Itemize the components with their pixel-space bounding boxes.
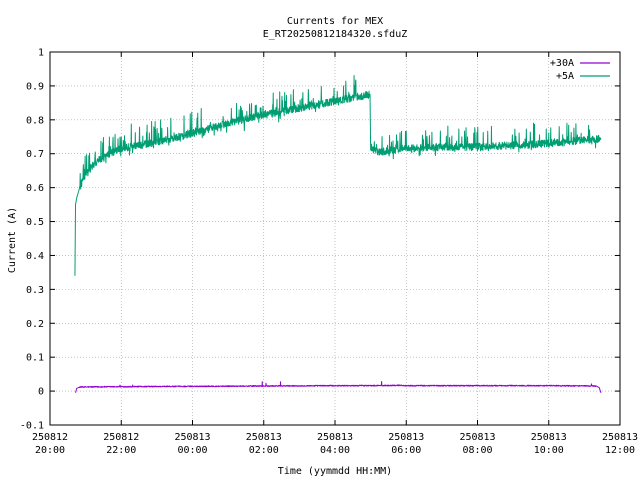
x-tick-label-time: 10:00 — [534, 445, 564, 456]
x-tick-label-date: 250813 — [531, 432, 567, 443]
x-tick-label-date: 250813 — [317, 432, 353, 443]
plot-frame — [49, 51, 621, 426]
y-tick-label: 0.4 — [26, 251, 44, 262]
x-tick-label-date: 250813 — [388, 432, 424, 443]
chart-title: Currents for MEX — [287, 16, 383, 27]
y-tick-label: -0.1 — [20, 421, 44, 432]
x-tick-label-date: 250813 — [602, 432, 638, 443]
x-tick-label-time: 06:00 — [391, 445, 421, 456]
x-tick-label-date: 250813 — [174, 432, 210, 443]
y-axis-label: Current (A) — [7, 207, 18, 273]
y-tick-label: 0.3 — [26, 285, 44, 296]
y-tick-label: 0.2 — [26, 319, 44, 330]
y-tick-label: 0.8 — [26, 115, 44, 126]
x-tick-label-time: 02:00 — [249, 445, 279, 456]
y-tick-label: 0.5 — [26, 217, 44, 228]
y-tick-label: 0.6 — [26, 183, 44, 194]
series-layer — [74, 75, 602, 393]
legend: +30A +5A — [550, 58, 610, 82]
x-tick-label-date: 250812 — [32, 432, 68, 443]
x-axis-label: Time (yymmdd HH:MM) — [278, 466, 392, 477]
legend-label-30a: +30A — [550, 58, 574, 69]
x-tick-label-date: 250813 — [459, 432, 495, 443]
y-tick-label: 0 — [38, 387, 44, 398]
grid — [49, 51, 621, 426]
y-tick-label: 0.1 — [26, 353, 44, 364]
x-tick-label-date: 250812 — [103, 432, 139, 443]
series-line-5a — [74, 75, 602, 276]
x-tick-label-time: 22:00 — [106, 445, 136, 456]
x-axis-ticks: 250812 20:00 250812 22:00 250813 00:00 250813 0… — [32, 52, 638, 456]
x-tick-label-time: 04:00 — [320, 445, 350, 456]
x-tick-label-time: 20:00 — [35, 445, 65, 456]
x-tick-label-time: 08:00 — [462, 445, 492, 456]
legend-label-5a: +5A — [556, 71, 574, 82]
y-tick-label: 0.9 — [26, 81, 44, 92]
y-tick-label: 1 — [38, 48, 44, 59]
x-tick-label-time: 12:00 — [605, 445, 635, 456]
x-tick-label-date: 250813 — [246, 432, 282, 443]
x-tick-label-time: 00:00 — [177, 445, 207, 456]
chart-subtitle: E_RT20250812184320.sfduZ — [263, 29, 408, 40]
y-tick-label: 0.7 — [26, 149, 44, 160]
series-line-30a — [75, 381, 602, 393]
